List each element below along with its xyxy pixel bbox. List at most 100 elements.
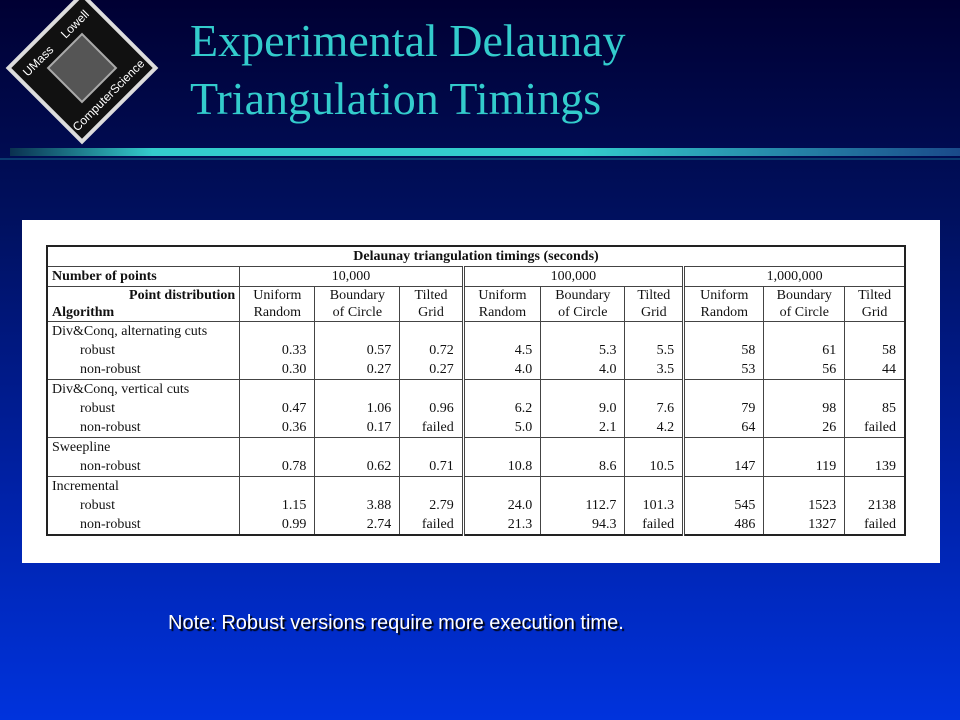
distribution-line: Grid	[640, 305, 667, 320]
cell: 5.0	[461, 418, 541, 438]
table-image: Delaunay triangulation timings (seconds)…	[22, 220, 940, 563]
cell: 0.47	[239, 399, 315, 418]
distribution-line: of Circle	[558, 305, 608, 320]
cell: 61	[763, 341, 845, 360]
cell	[461, 321, 541, 341]
cell: 1327	[763, 515, 845, 535]
cell	[763, 437, 845, 457]
distribution-label: Point distribution	[129, 288, 236, 303]
cell: 147	[682, 457, 764, 477]
data-row: robust 1.15 3.88 2.79 24.0 112.7 101.3 545 1523 2…	[47, 496, 905, 515]
divider	[10, 148, 960, 156]
cell: 5.3	[540, 341, 625, 360]
cell	[461, 379, 541, 399]
distribution-line: Tilted	[637, 288, 671, 303]
cell	[682, 476, 764, 496]
cell	[844, 476, 905, 496]
distribution-line: Grid	[861, 305, 888, 320]
cell: failed	[844, 515, 905, 535]
cell	[314, 476, 400, 496]
cell	[624, 476, 684, 496]
cell: 10.5	[624, 457, 684, 477]
group-row: Div&Conq, vertical cuts	[47, 379, 905, 399]
cell: 0.78	[239, 457, 315, 477]
row-label: non-robust	[80, 517, 141, 532]
cell: 5.5	[624, 341, 684, 360]
group-row: Incremental	[47, 476, 905, 496]
logo: UMass Lowell Computer Science	[5, 0, 159, 145]
cell	[624, 437, 684, 457]
cell: 2.79	[399, 496, 464, 515]
cell: 7.6	[624, 399, 684, 418]
cell	[399, 476, 464, 496]
cell: 0.27	[314, 360, 400, 380]
cell	[763, 321, 845, 341]
data-row: non-robust 0.99 2.74 failed 21.3 94.3 failed 48…	[47, 515, 905, 535]
point-count: 1,000,000	[682, 266, 905, 287]
cell	[844, 321, 905, 341]
cell: 21.3	[461, 515, 541, 535]
cell: 8.6	[540, 457, 625, 477]
cell	[844, 379, 905, 399]
cell: 2138	[844, 496, 905, 515]
point-count: 10,000	[239, 266, 464, 287]
timings-table: Delaunay triangulation timings (seconds)…	[46, 245, 906, 536]
cell: 53	[682, 360, 764, 380]
cell: 545	[682, 496, 764, 515]
cell: 4.0	[540, 360, 625, 380]
divider	[0, 158, 960, 160]
title-line: Triangulation Timings	[190, 73, 602, 124]
cell: 101.3	[624, 496, 684, 515]
cell: 56	[763, 360, 845, 380]
cell	[540, 476, 625, 496]
cell	[682, 437, 764, 457]
distribution-line: Boundary	[776, 288, 832, 303]
group-row: Div&Conq, alternating cuts	[47, 321, 905, 341]
distribution-line: Random	[253, 305, 302, 320]
cell	[399, 321, 464, 341]
group-name: Div&Conq, alternating cuts	[47, 321, 240, 341]
cell: 98	[763, 399, 845, 418]
data-row: robust 0.33 0.57 0.72 4.5 5.3 5.5 58 61 58	[47, 341, 905, 360]
chip-core	[46, 32, 118, 104]
cell: 24.0	[461, 496, 541, 515]
cell: 0.30	[239, 360, 315, 380]
distribution: Boundary of Circle	[314, 286, 400, 322]
distribution-line: Random	[478, 305, 527, 320]
distribution-line: Uniform	[478, 288, 527, 303]
cell	[314, 437, 400, 457]
row-label: robust	[80, 343, 115, 358]
cell: 139	[844, 457, 905, 477]
cell: 10.8	[461, 457, 541, 477]
cell: 1.15	[239, 496, 315, 515]
note: Note: Robust versions require more execu…	[168, 612, 624, 634]
distribution-line: Boundary	[329, 288, 385, 303]
cell: 486	[682, 515, 764, 535]
cell: failed	[399, 515, 464, 535]
cell: 112.7	[540, 496, 625, 515]
row-label: non-robust	[80, 420, 141, 435]
distribution: Boundary of Circle	[540, 286, 625, 322]
algorithm-label: Algorithm	[52, 305, 115, 320]
cell	[540, 321, 625, 341]
cell	[763, 476, 845, 496]
distribution-line: Tilted	[414, 288, 448, 303]
cell	[461, 476, 541, 496]
cell	[682, 379, 764, 399]
points-row: Number of points 10,000 100,000 1,000,000	[47, 266, 905, 287]
row-label: robust	[80, 498, 115, 513]
cell: 2.74	[314, 515, 400, 535]
cell: 3.88	[314, 496, 400, 515]
cell: 6.2	[461, 399, 541, 418]
cell: failed	[399, 418, 464, 438]
cell: 94.3	[540, 515, 625, 535]
cell	[399, 437, 464, 457]
cell: 0.57	[314, 341, 400, 360]
cell: 4.2	[624, 418, 684, 438]
cell: 0.96	[399, 399, 464, 418]
cell: 26	[763, 418, 845, 438]
cell: 9.0	[540, 399, 625, 418]
cell: 2.1	[540, 418, 625, 438]
caption: Delaunay triangulation timings (seconds)	[353, 249, 599, 264]
